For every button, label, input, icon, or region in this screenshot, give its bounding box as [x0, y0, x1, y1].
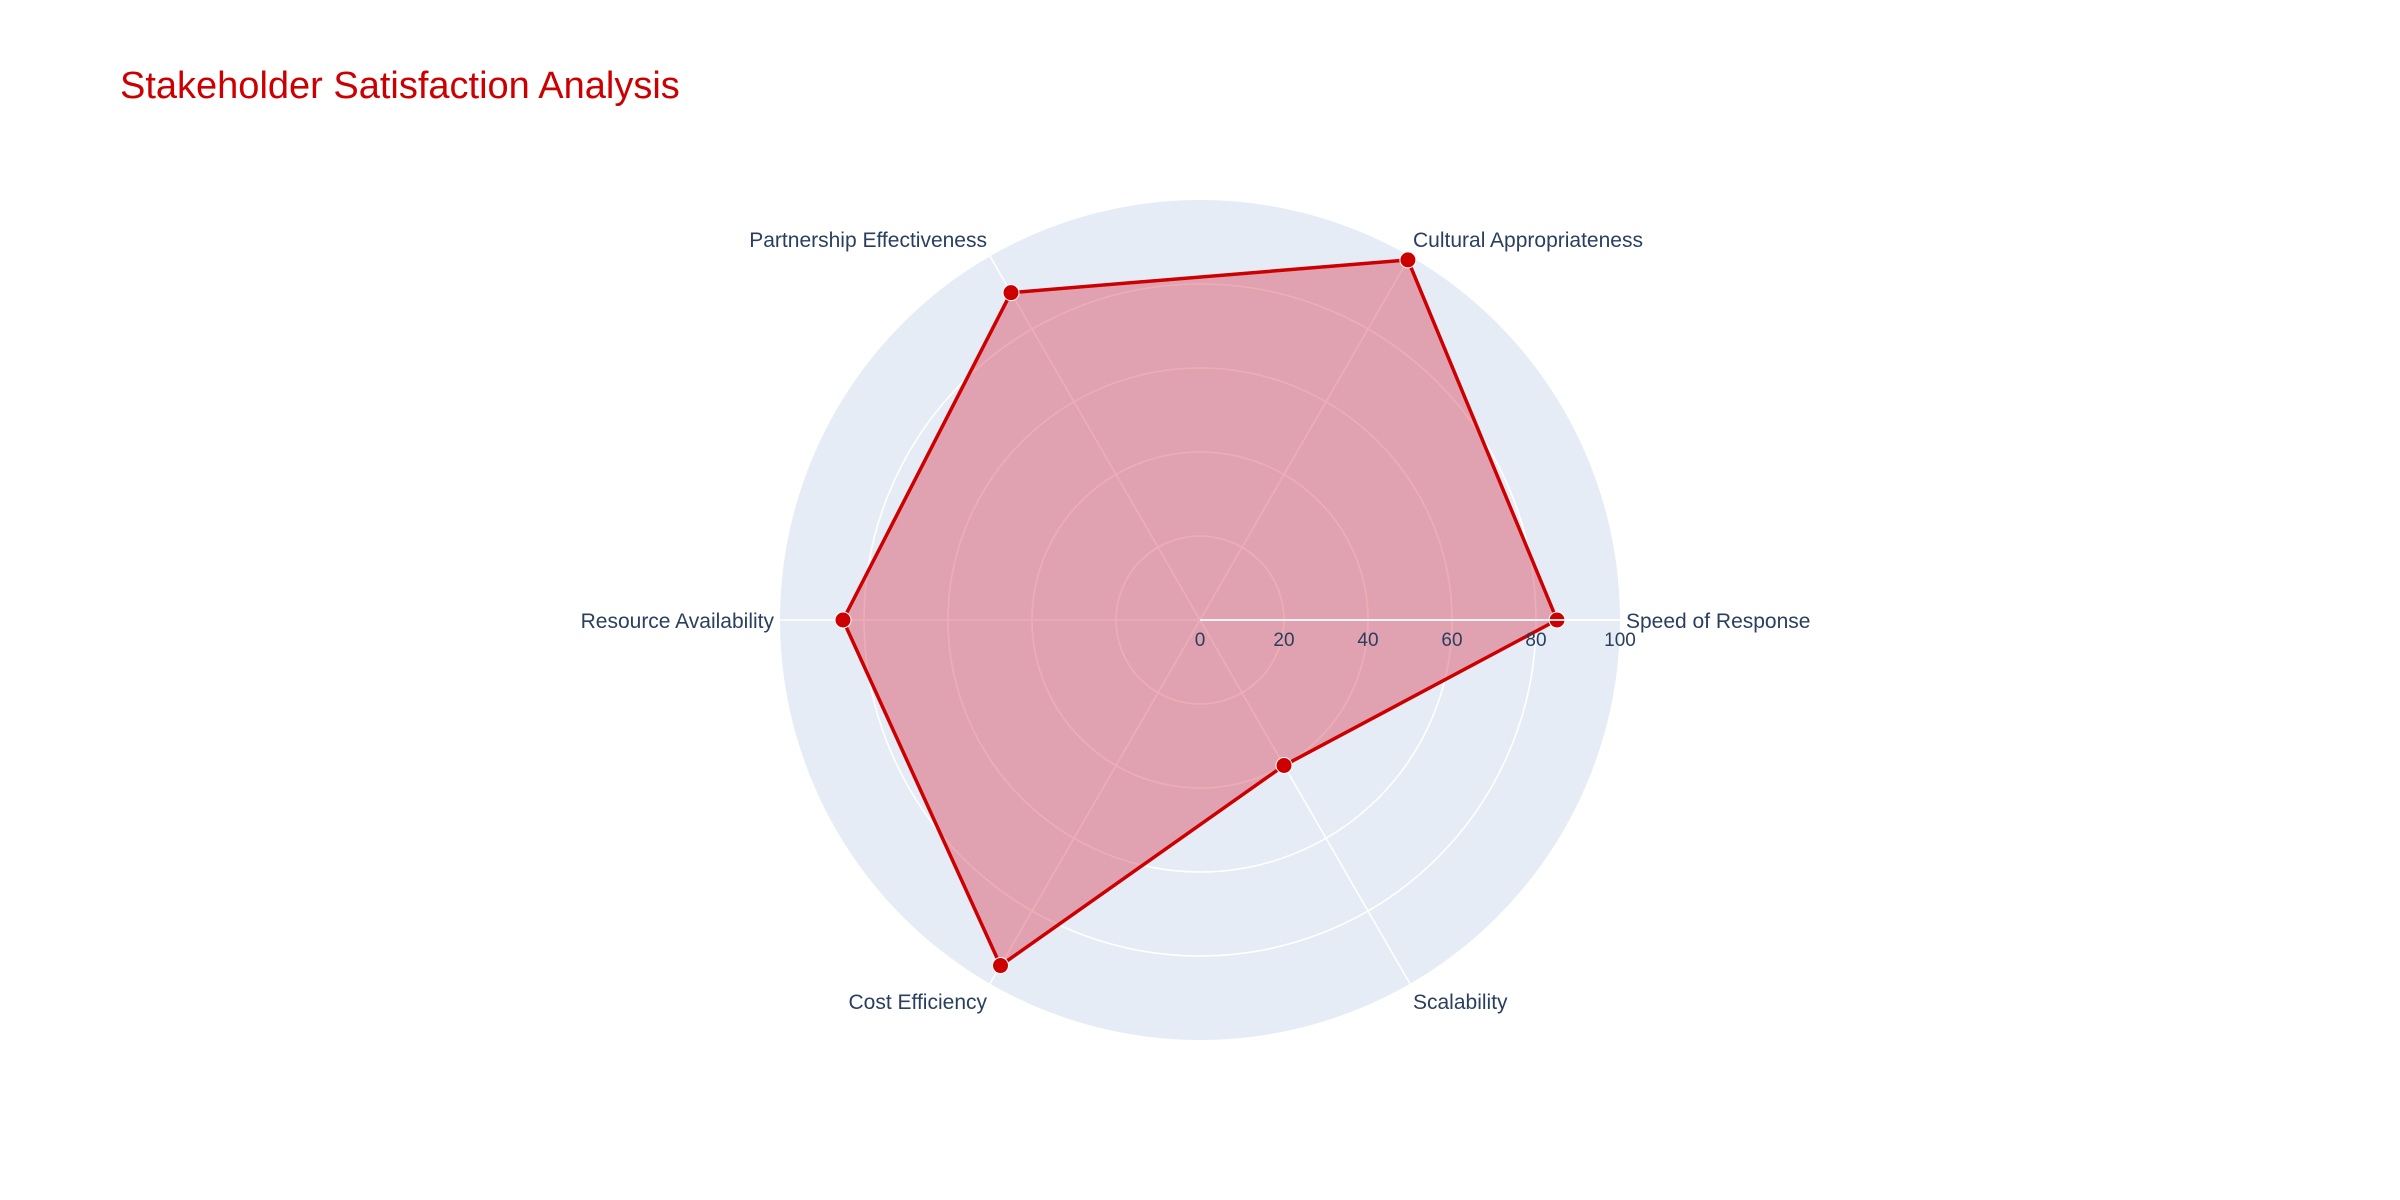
- radial-tick-label: 20: [1273, 630, 1294, 651]
- data-point: [1002, 284, 1020, 302]
- radial-tick-label: 60: [1441, 630, 1462, 651]
- angular-axis-label: Cultural Appropriateness: [1413, 229, 1643, 252]
- chart-title: Stakeholder Satisfaction Analysis: [120, 65, 680, 107]
- radial-tick-label: 80: [1525, 630, 1546, 651]
- angular-axis-label: Scalability: [1413, 991, 1508, 1014]
- angular-axis-label: Cost Efficiency: [849, 991, 988, 1014]
- grid-spoke: [1199, 619, 1411, 985]
- grid-spoke: [989, 255, 1201, 621]
- angular-axis-label: Resource Availability: [581, 610, 775, 633]
- series-layer: [834, 251, 1566, 975]
- grid-spoke: [989, 619, 1201, 985]
- grid-spoke: [1199, 255, 1411, 621]
- angular-axis-label: Partnership Effectiveness: [749, 229, 987, 252]
- angular-axis-label: Speed of Response: [1626, 610, 1810, 633]
- radial-tick-label: 100: [1604, 630, 1636, 651]
- radial-tick-label: 0: [1195, 630, 1206, 651]
- radial-tick-labels: 0 20 40 60 80 100: [1195, 619, 1636, 651]
- data-point: [1399, 251, 1417, 269]
- data-point: [834, 611, 852, 629]
- series-area: [843, 259, 1557, 966]
- data-point: [1275, 756, 1293, 774]
- data-point: [992, 957, 1009, 975]
- radial-tick-label: 40: [1357, 630, 1378, 651]
- angular-axis-labels: Speed of Response Cultural Appropriatenes…: [581, 229, 1811, 1014]
